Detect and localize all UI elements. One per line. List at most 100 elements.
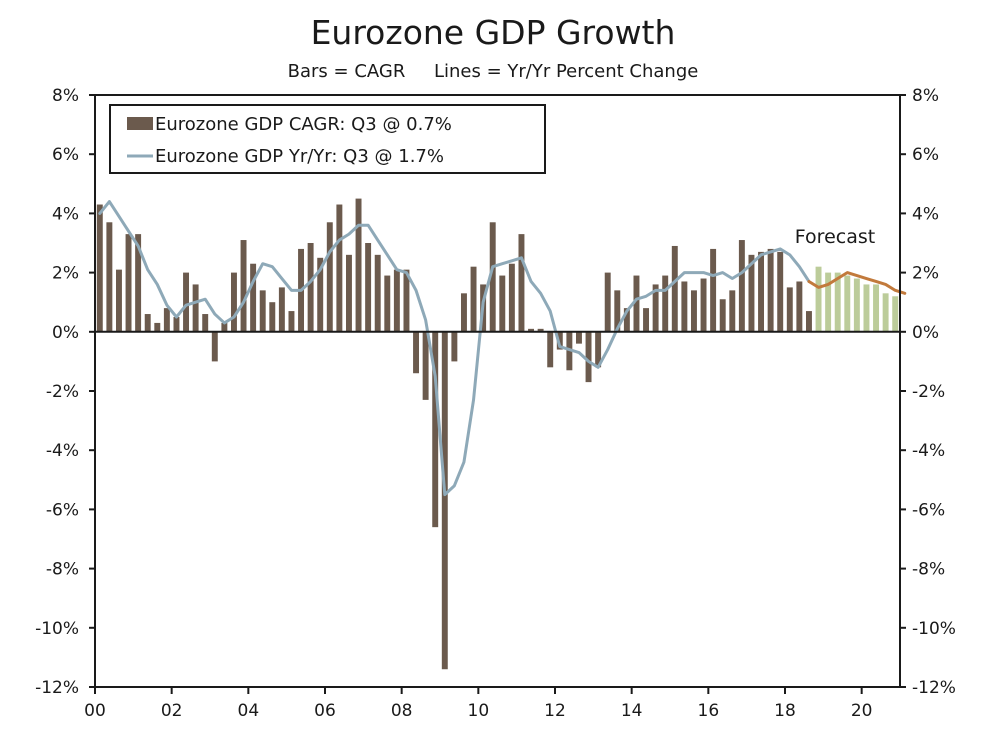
cagr-bar	[173, 317, 180, 332]
forecast-bar	[815, 266, 822, 332]
cagr-bar	[767, 248, 774, 332]
cagr-bar	[700, 278, 707, 332]
cagr-bar	[738, 240, 745, 332]
cagr-bar	[643, 308, 650, 332]
x-tick-label: 02	[161, 701, 183, 721]
y-tick-label-left: -10%	[35, 619, 79, 639]
x-tick-label: 10	[468, 701, 490, 721]
chart-title: Eurozone GDP Growth	[311, 13, 676, 52]
y-tick-label-left: 8%	[52, 86, 79, 106]
cagr-bar	[278, 287, 285, 332]
y-tick-label-left: 2%	[52, 264, 79, 284]
cagr-bar	[547, 331, 554, 368]
y-tick-label-right: -10%	[912, 619, 956, 639]
y-tick-label-right: 0%	[912, 323, 939, 343]
legend-bar-label: Eurozone GDP CAGR: Q3 @ 0.7%	[155, 114, 452, 135]
cagr-bar	[796, 281, 803, 332]
cagr-bar	[470, 266, 477, 332]
cagr-bar	[374, 254, 381, 332]
forecast-bar	[882, 293, 889, 332]
y-axis-left: -12% -10% -8% -6% -4% -2% 0% 2% 4% 6% 8%	[35, 86, 95, 698]
cagr-bar	[345, 254, 352, 332]
cagr-bar	[183, 272, 190, 332]
cagr-bar	[230, 272, 237, 332]
cagr-bar	[633, 275, 640, 332]
cagr-bar	[365, 243, 372, 332]
cagr-bar	[96, 204, 103, 332]
forecast-bar	[892, 296, 899, 332]
cagr-bar	[575, 331, 582, 344]
cagr-bar	[288, 311, 295, 332]
cagr-bar	[460, 293, 467, 332]
cagr-bar	[221, 322, 228, 332]
cagr-bar	[154, 322, 161, 332]
y-tick-label-left: 6%	[52, 145, 79, 165]
cagr-bar	[499, 275, 506, 332]
cagr-bar	[269, 302, 276, 332]
y-tick-label-right: -2%	[912, 382, 945, 402]
cagr-bar	[528, 328, 535, 332]
cagr-bar	[652, 284, 659, 332]
legend-line-label: Eurozone GDP Yr/Yr: Q3 @ 1.7%	[155, 146, 444, 167]
cagr-bar	[413, 331, 420, 374]
cagr-bar	[115, 269, 122, 332]
cagr-bar	[585, 331, 592, 383]
cagr-bar	[432, 331, 439, 528]
cagr-bar	[336, 204, 343, 332]
y-tick-label-right: -8%	[912, 560, 945, 580]
bars-layer	[96, 198, 899, 670]
yoy-line	[98, 200, 811, 497]
y-tick-label-left: 0%	[52, 323, 79, 343]
y-tick-label-left: -12%	[35, 678, 79, 698]
cagr-bar	[211, 331, 218, 362]
cagr-bar	[719, 299, 726, 332]
legend-box	[109, 104, 546, 174]
cagr-bar	[748, 254, 755, 332]
y-tick-label-right: -6%	[912, 500, 945, 520]
cagr-bar	[441, 331, 448, 670]
x-tick-label: 20	[851, 701, 873, 721]
cagr-bar	[422, 331, 429, 400]
y-tick-label-left: -8%	[46, 560, 79, 580]
cagr-bar	[192, 284, 199, 332]
cagr-bar	[259, 290, 266, 332]
x-tick-label: 08	[391, 701, 413, 721]
forecast-bar	[825, 272, 832, 332]
cagr-bar	[623, 308, 630, 332]
cagr-bar	[125, 234, 132, 332]
cagr-bar	[451, 331, 458, 362]
legend-bar-swatch	[127, 117, 153, 130]
cagr-bar	[240, 240, 247, 332]
cagr-bar	[384, 275, 391, 332]
cagr-bar	[604, 272, 611, 332]
x-tick-label: 12	[544, 701, 566, 721]
cagr-bar	[393, 269, 400, 332]
x-tick-label: 18	[774, 701, 796, 721]
y-tick-label-right: 8%	[912, 86, 939, 106]
forecast-line	[807, 271, 907, 295]
cagr-bar	[307, 243, 314, 332]
cagr-bar	[786, 287, 793, 332]
y-tick-label-right: 4%	[912, 204, 939, 224]
cagr-bar	[805, 311, 812, 332]
y-tick-label-left: -2%	[46, 382, 79, 402]
cagr-bar	[681, 281, 688, 332]
cagr-bar	[355, 198, 362, 332]
cagr-bar	[403, 269, 410, 332]
plot-frame	[94, 94, 901, 688]
forecast-bar	[834, 272, 841, 332]
legend: Eurozone GDP CAGR: Q3 @ 0.7% Eurozone GD…	[109, 104, 546, 174]
x-axis: 00 02 04 06 08 10 12 14 16 18 20	[84, 687, 872, 721]
y-tick-label-right: 6%	[912, 145, 939, 165]
forecast-bar	[844, 275, 851, 332]
x-tick-label: 14	[621, 701, 643, 721]
x-tick-label: 06	[314, 701, 336, 721]
cagr-bar	[508, 263, 515, 332]
y-tick-label-left: -4%	[46, 441, 79, 461]
cagr-bar	[671, 245, 678, 332]
cagr-bar	[250, 263, 257, 332]
cagr-bar	[662, 275, 669, 332]
cagr-bar	[556, 331, 563, 350]
x-tick-label: 04	[238, 701, 260, 721]
